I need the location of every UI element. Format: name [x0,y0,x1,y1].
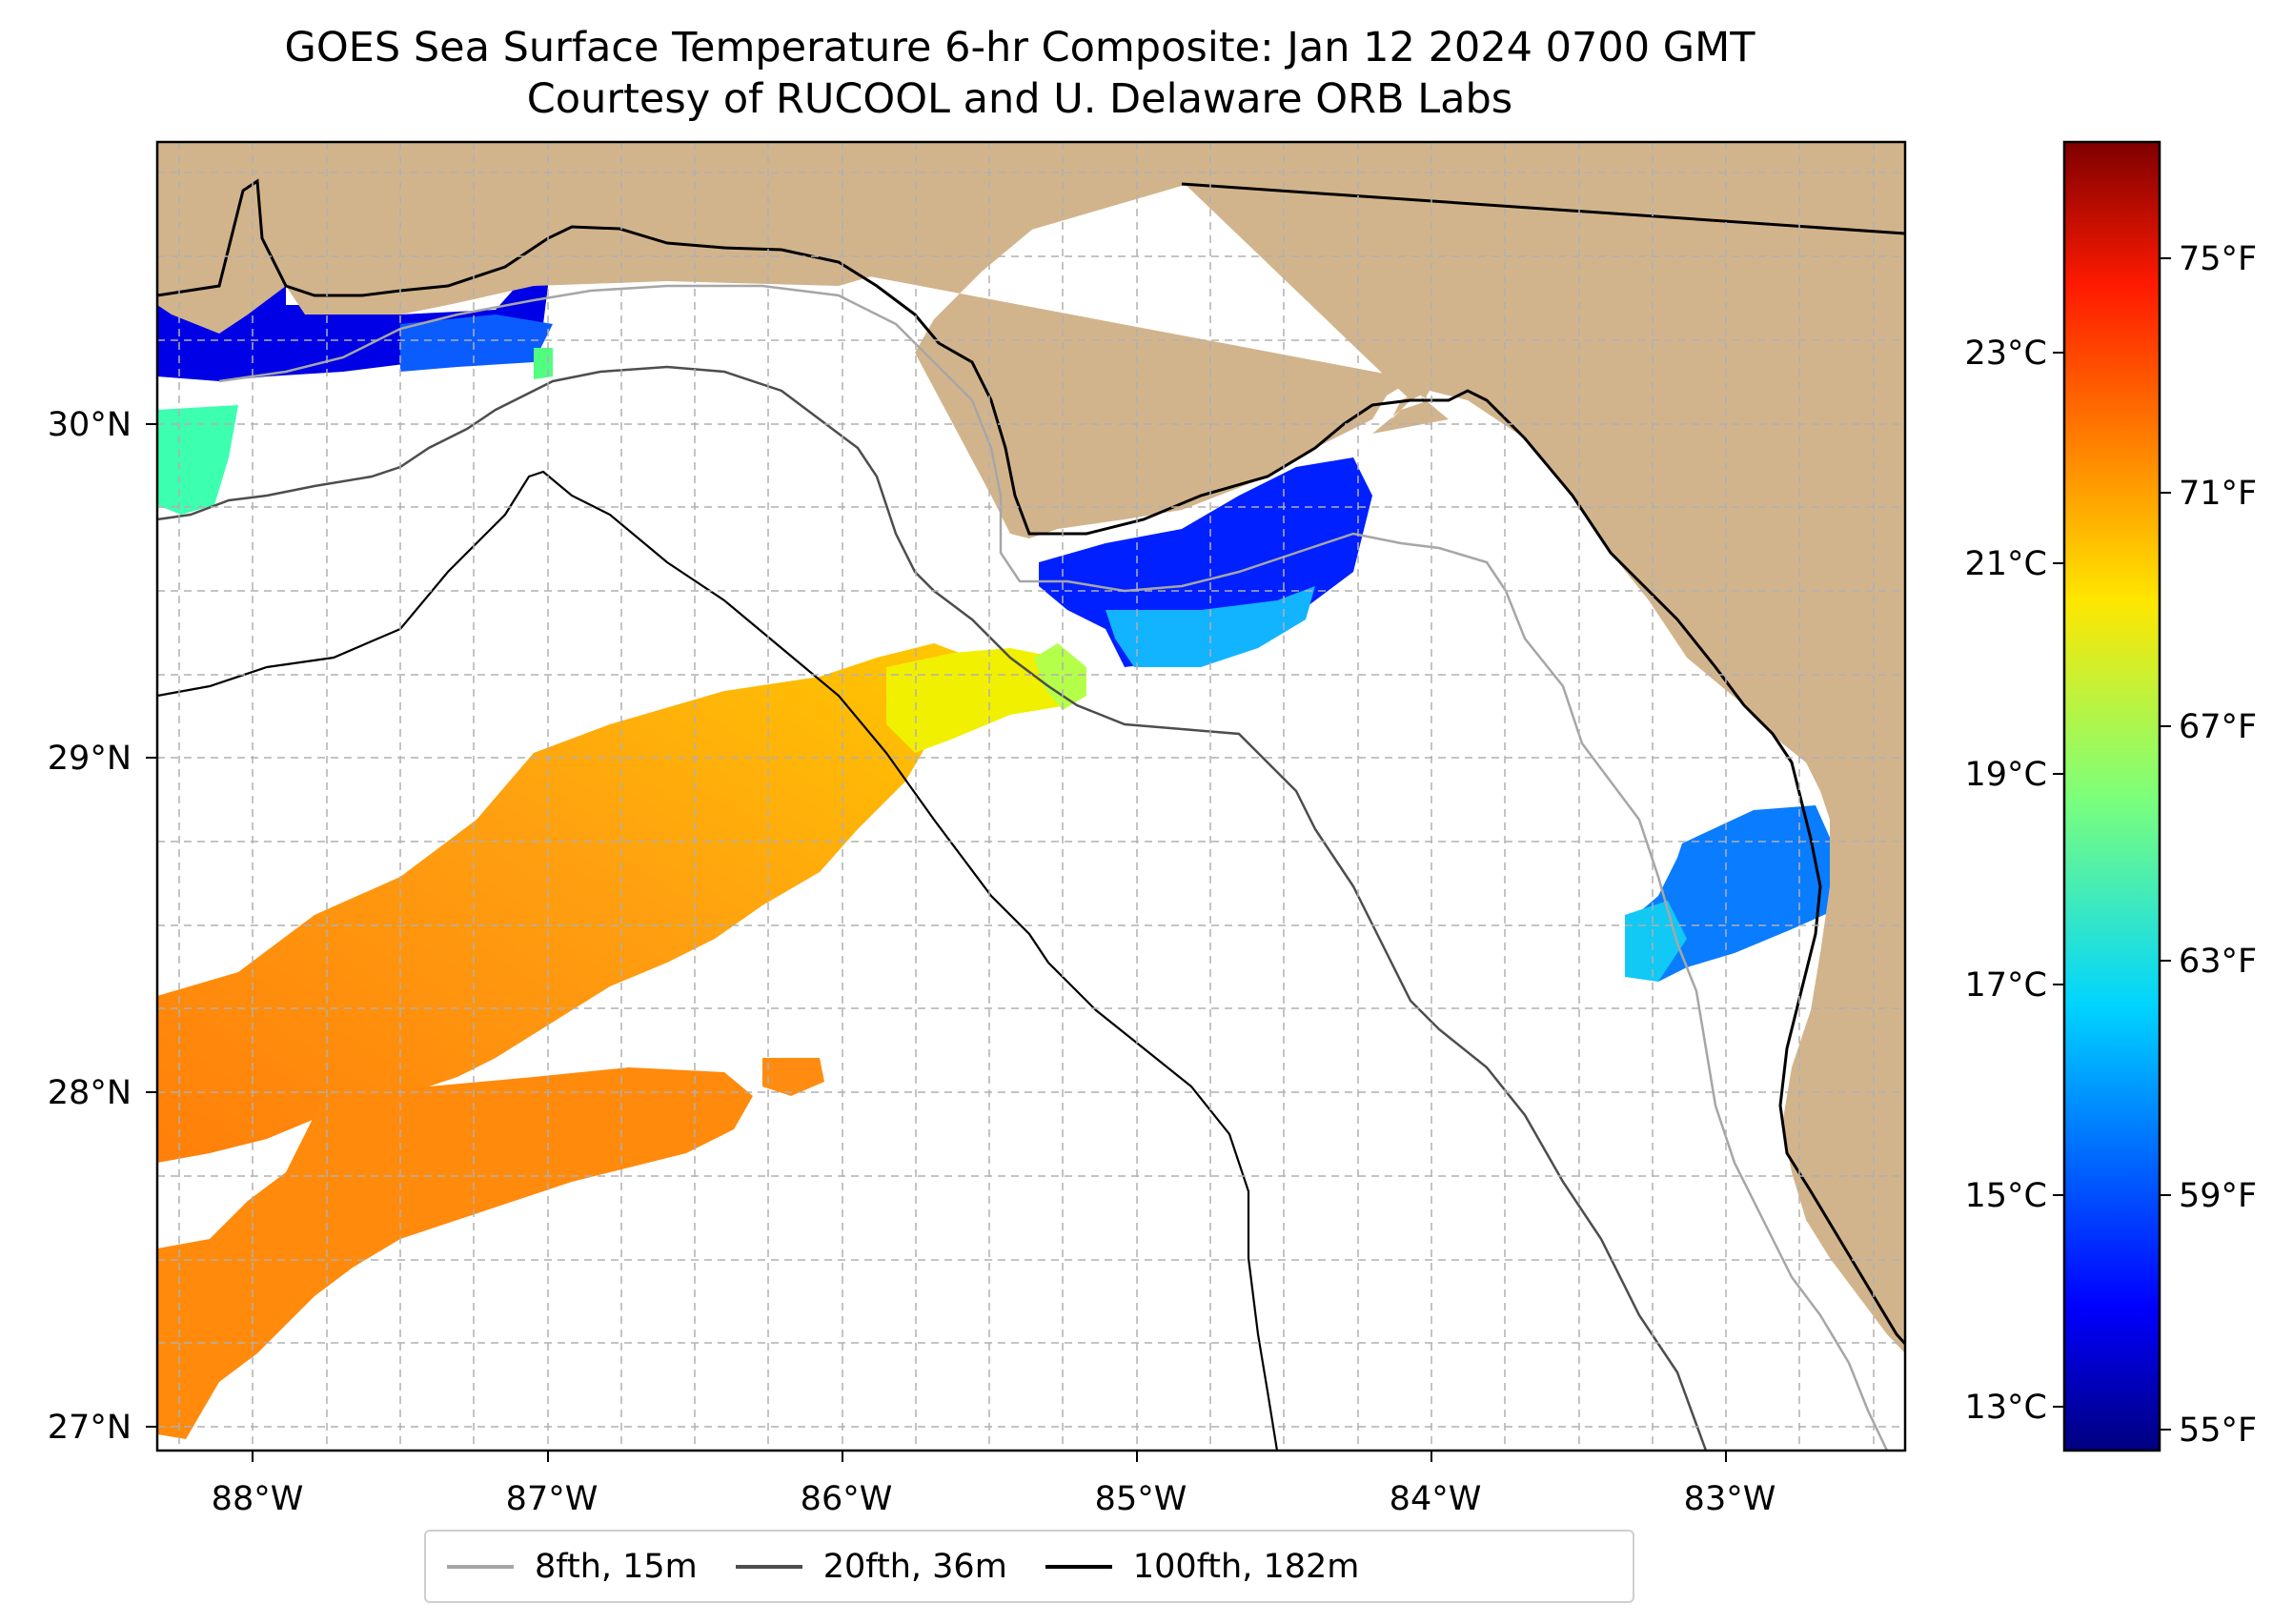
colorbar-f-63: 63°F [2179,943,2257,981]
isobath-8fth [218,284,1889,1451]
colorbar-f-55: 55°F [2179,1411,2257,1450]
colorbar-c-21: 21°C [1965,545,2047,583]
colorbar-tick-marks [2053,257,2171,1431]
lon-tick-marks [146,423,1727,1462]
colorbar-c-19: 19°C [1965,756,2047,794]
legend-label-20fth: 20fth, 36m [822,1547,1007,1586]
lat-label-30n: 30°N [48,406,132,444]
legend-item-20fth: 20fth, 36m [735,1547,1007,1586]
legend-item-8fth: 8fth, 15m [447,1548,698,1586]
isobath-20fth [157,365,1708,1451]
map-frame [155,140,1907,1452]
colorbar [2062,140,2161,1452]
legend-label-100fth: 100fth, 182m [1132,1547,1360,1586]
colorbar-c-23: 23°C [1965,335,2047,373]
lat-label-28n: 28°N [48,1074,132,1112]
colorbar-f-67: 67°F [2179,708,2257,746]
colorbar-f-59: 59°F [2179,1177,2257,1215]
isobath-legend: 8fth, 15m 20fth, 36m 100fth, 182m [424,1530,1634,1603]
lon-label-83w: 83°W [1684,1480,1776,1518]
isobath-100fth [157,470,1279,1451]
legend-item-100fth: 100fth, 182m [1045,1547,1360,1586]
lon-label-84w: 84°W [1390,1480,1482,1518]
lon-label-88w: 88°W [212,1480,304,1518]
colorbar-c-17: 17°C [1965,966,2047,1005]
lon-label-87w: 87°W [506,1480,599,1518]
legend-swatch-20fth [735,1564,802,1569]
gridlines [157,142,1905,1451]
legend-swatch-8fth [447,1564,514,1569]
lon-label-85w: 85°W [1095,1480,1187,1518]
colorbar-c-13: 13°C [1965,1389,2047,1427]
map-area [157,142,1905,1451]
map-title: GOES Sea Surface Temperature 6-hr Compos… [284,24,1755,71]
lat-label-27n: 27°N [48,1409,132,1447]
lat-label-29n: 29°N [48,740,132,778]
legend-swatch-100fth [1045,1564,1112,1569]
lon-label-86w: 86°W [801,1480,893,1518]
legend-label-8fth: 8fth, 15m [535,1547,698,1586]
map-subtitle: Courtesy of RUCOOL and U. Delaware ORB L… [526,75,1513,123]
colorbar-f-71: 71°F [2179,475,2257,513]
colorbar-c-15: 15°C [1965,1177,2047,1215]
colorbar-f-75: 75°F [2179,240,2257,278]
